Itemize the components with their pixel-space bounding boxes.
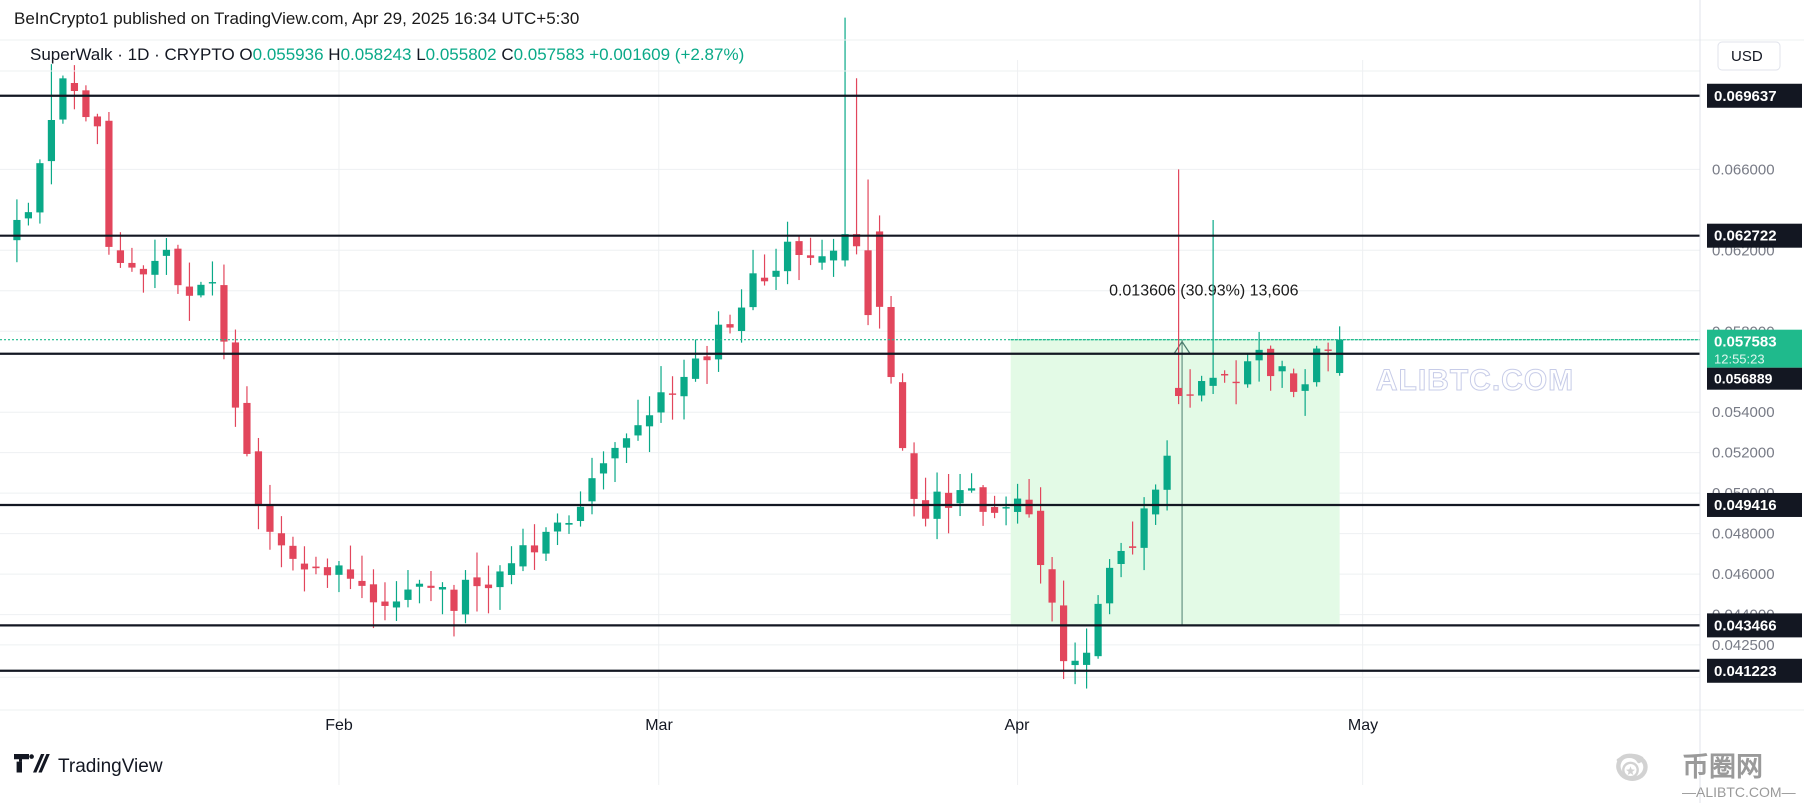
svg-text:币圈网: 币圈网 (1682, 752, 1763, 782)
svg-text:ALIBTC.COM: ALIBTC.COM (1376, 364, 1574, 397)
svg-text:0.049416: 0.049416 (1714, 497, 1777, 514)
svg-text:0.069637: 0.069637 (1714, 88, 1777, 105)
svg-text:Feb: Feb (325, 717, 353, 734)
svg-text:12:55:23: 12:55:23 (1714, 352, 1765, 367)
svg-text:0.046000: 0.046000 (1712, 566, 1775, 583)
svg-text:0.042500: 0.042500 (1712, 637, 1775, 654)
svg-text:0.043466: 0.043466 (1714, 617, 1777, 634)
svg-text:May: May (1348, 717, 1378, 734)
svg-text:0.052000: 0.052000 (1712, 445, 1775, 462)
svg-text:0.054000: 0.054000 (1712, 404, 1775, 421)
svg-text:0.048000: 0.048000 (1712, 526, 1775, 543)
svg-text:0.041223: 0.041223 (1714, 663, 1777, 680)
svg-text:0.057583: 0.057583 (1714, 334, 1777, 351)
svg-text:TradingView: TradingView (58, 756, 163, 777)
svg-text:0.056889: 0.056889 (1714, 371, 1773, 387)
svg-text:SuperWalk · 1D · CRYPTO O0.05: SuperWalk · 1D · CRYPTO O0.055936 H0.058… (30, 45, 744, 64)
svg-text:Apr: Apr (1005, 717, 1031, 734)
svg-text:USD: USD (1731, 48, 1763, 65)
svg-text:0.066000: 0.066000 (1712, 161, 1775, 178)
svg-text:Mar: Mar (645, 717, 673, 734)
svg-text:0.013606 (30.93%) 13,606: 0.013606 (30.93%) 13,606 (1109, 283, 1299, 300)
svg-text:—ALIBTC.COM—: —ALIBTC.COM— (1682, 784, 1796, 800)
svg-text:0.062722: 0.062722 (1714, 228, 1777, 245)
svg-text:BeInCrypto1 published on Tradi: BeInCrypto1 published on TradingView.com… (14, 9, 579, 28)
